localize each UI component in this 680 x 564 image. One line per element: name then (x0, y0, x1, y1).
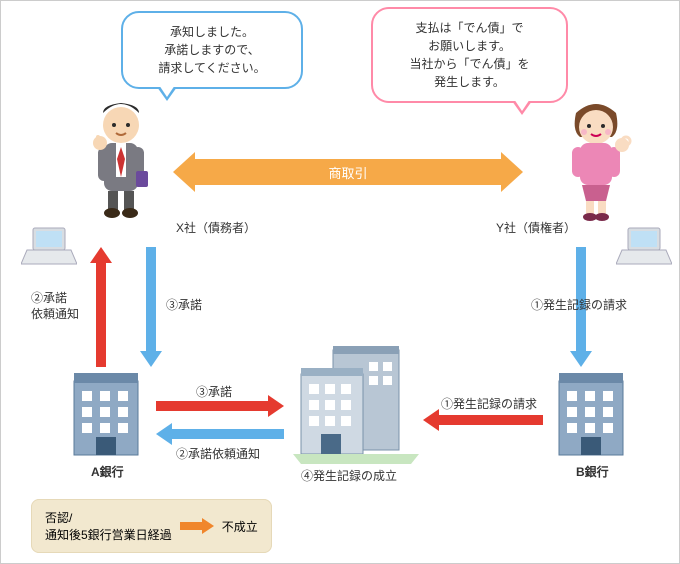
actor-y-label: Y社（債権者） (496, 219, 576, 236)
flow2-bottom-label: ②承諾依頼通知 (176, 445, 260, 462)
businesswoman-icon (546, 101, 646, 226)
bubble-tail-icon (512, 101, 532, 115)
bank-b-label: B銀行 (576, 463, 609, 480)
laptop-icon (616, 226, 672, 273)
speech-bubble-left: 承知しました。 承諾しますので、 請求してください。 (121, 11, 303, 89)
bubble-right-line1: 支払は「でん債」で (415, 21, 523, 35)
bubble-right-line4: 発生します。 (434, 75, 505, 89)
diagram-canvas: 承知しました。 承諾しますので、 請求してください。 支払は「でん債」で お願い… (0, 0, 680, 564)
bank-a-icon (66, 373, 146, 468)
legend-left2: 通知後5銀行営業日経過 (45, 528, 172, 542)
trade-label: 商取引 (328, 163, 367, 182)
center-label: ④発生記録の成立 (301, 467, 397, 484)
bubble-left-line2: 承諾しますので、 (164, 43, 260, 57)
flow3-label: ③承諾 (166, 296, 202, 313)
bank-b-icon (551, 373, 631, 468)
arrow-head-icon (501, 152, 523, 192)
trade-double-arrow: 商取引 (173, 159, 523, 185)
bubble-right-line3: 当社から「でん債」を (409, 57, 529, 71)
flow3-label-h: ③承諾 (196, 383, 232, 400)
actor-x-label: X社（債務者） (176, 219, 256, 236)
legend-box: 否認/ 通知後5銀行営業日経過 不成立 (31, 499, 272, 553)
flow1-label-v: ①発生記録の請求 (531, 296, 627, 313)
bubble-left-line1: 承知しました。 (170, 25, 254, 39)
laptop-icon (21, 226, 77, 273)
arrow-head-icon (173, 152, 195, 192)
speech-bubble-right: 支払は「でん債」で お願いします。 当社から「でん債」を 発生します。 (371, 7, 568, 103)
bubble-left-line3: 請求してください。 (158, 61, 265, 75)
flow2-label-a: ②承諾 (31, 289, 67, 306)
businessman-icon (76, 99, 166, 224)
legend-left1: 否認/ (45, 511, 72, 525)
legend-right: 不成立 (222, 518, 258, 535)
legend-arrow-icon (180, 518, 214, 534)
center-building-icon (291, 346, 421, 471)
bubble-right-line2: お願いします。 (428, 39, 511, 53)
flow2-label-b: 依頼通知 (31, 305, 79, 322)
flow1-label-h: ①発生記録の請求 (441, 395, 537, 412)
bank-a-label: A銀行 (91, 463, 124, 480)
